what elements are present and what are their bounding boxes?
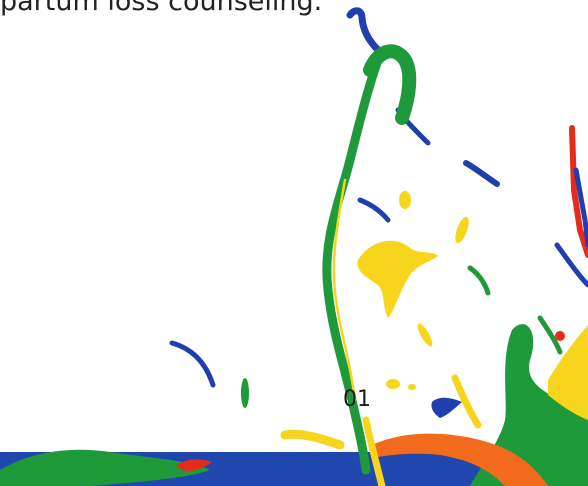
- red-streak: [569, 125, 588, 258]
- red-splash-bottom: [176, 459, 212, 472]
- blue-streak-right: [573, 167, 588, 248]
- green-splash-bottom-left: [0, 449, 210, 486]
- green-tendril-top: [363, 44, 417, 125]
- green-drop-1: [241, 378, 249, 408]
- yellow-thread: [332, 178, 357, 402]
- blue-splash-mid: [463, 160, 500, 187]
- yellow-drop-4: [386, 379, 400, 389]
- blue-splash-left: [357, 197, 391, 223]
- yellow-drop-2: [455, 216, 469, 244]
- yellow-center-streak: [362, 416, 386, 486]
- blue-splash-top: [346, 7, 382, 54]
- page-number: 01: [343, 387, 371, 412]
- heading-text: partum loss counseling.: [0, 0, 323, 17]
- yellow-streak: [451, 374, 482, 429]
- blue-chunk: [431, 397, 462, 418]
- yellow-splash-right: [548, 325, 588, 420]
- orange-streak: [372, 433, 548, 486]
- yellow-drop-5: [408, 384, 416, 390]
- green-tendril: [322, 50, 385, 475]
- blue-splash-lower: [169, 340, 216, 388]
- green-drop-2: [467, 265, 491, 296]
- yellow-drop-3: [417, 323, 433, 347]
- yellow-splash-main: [357, 240, 438, 318]
- yellow-bottom-left: [280, 429, 345, 450]
- green-splash-right: [470, 324, 588, 486]
- blue-splash-right-edge: [554, 242, 588, 288]
- green-drop-3: [537, 315, 563, 355]
- red-dot: [555, 331, 565, 341]
- yellow-drop-1: [399, 191, 411, 209]
